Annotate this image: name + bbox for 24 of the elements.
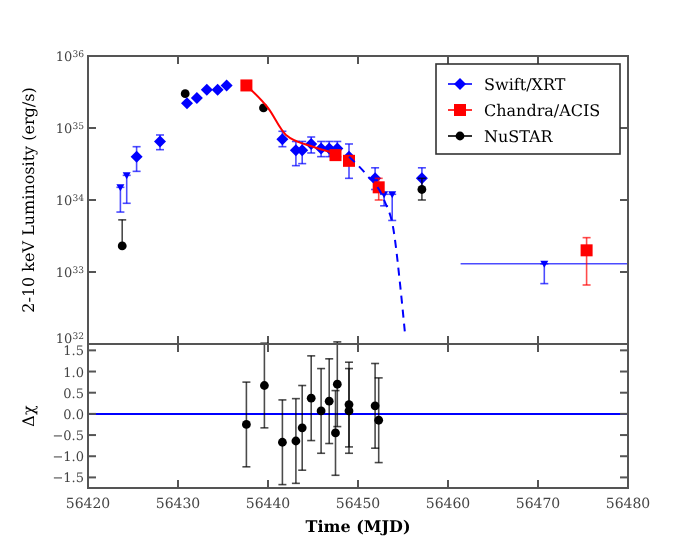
- legend-label: Chandra/ACIS: [484, 102, 601, 120]
- legend-label: NuSTAR: [484, 128, 555, 146]
- point: [181, 97, 193, 110]
- point: [180, 89, 190, 99]
- point: [374, 415, 384, 425]
- y-axis-title: Δχ: [20, 405, 38, 427]
- point: [297, 423, 307, 433]
- point: [260, 381, 269, 390]
- y-axis-title: 2-10 keV Luminosity (erg/s): [20, 87, 38, 313]
- point: [242, 420, 251, 429]
- point: [211, 83, 224, 96]
- x-axis-title: Time (MJD): [305, 516, 411, 536]
- point: [580, 244, 593, 257]
- point: [200, 83, 213, 96]
- point: [291, 436, 301, 446]
- point: [130, 150, 143, 163]
- point: [278, 437, 287, 447]
- point: [344, 406, 354, 416]
- legend-label: Swift/XRT: [484, 76, 567, 94]
- point: [220, 79, 233, 92]
- point: [306, 393, 316, 403]
- point: [190, 92, 203, 105]
- point: [316, 406, 326, 416]
- point: [324, 396, 334, 406]
